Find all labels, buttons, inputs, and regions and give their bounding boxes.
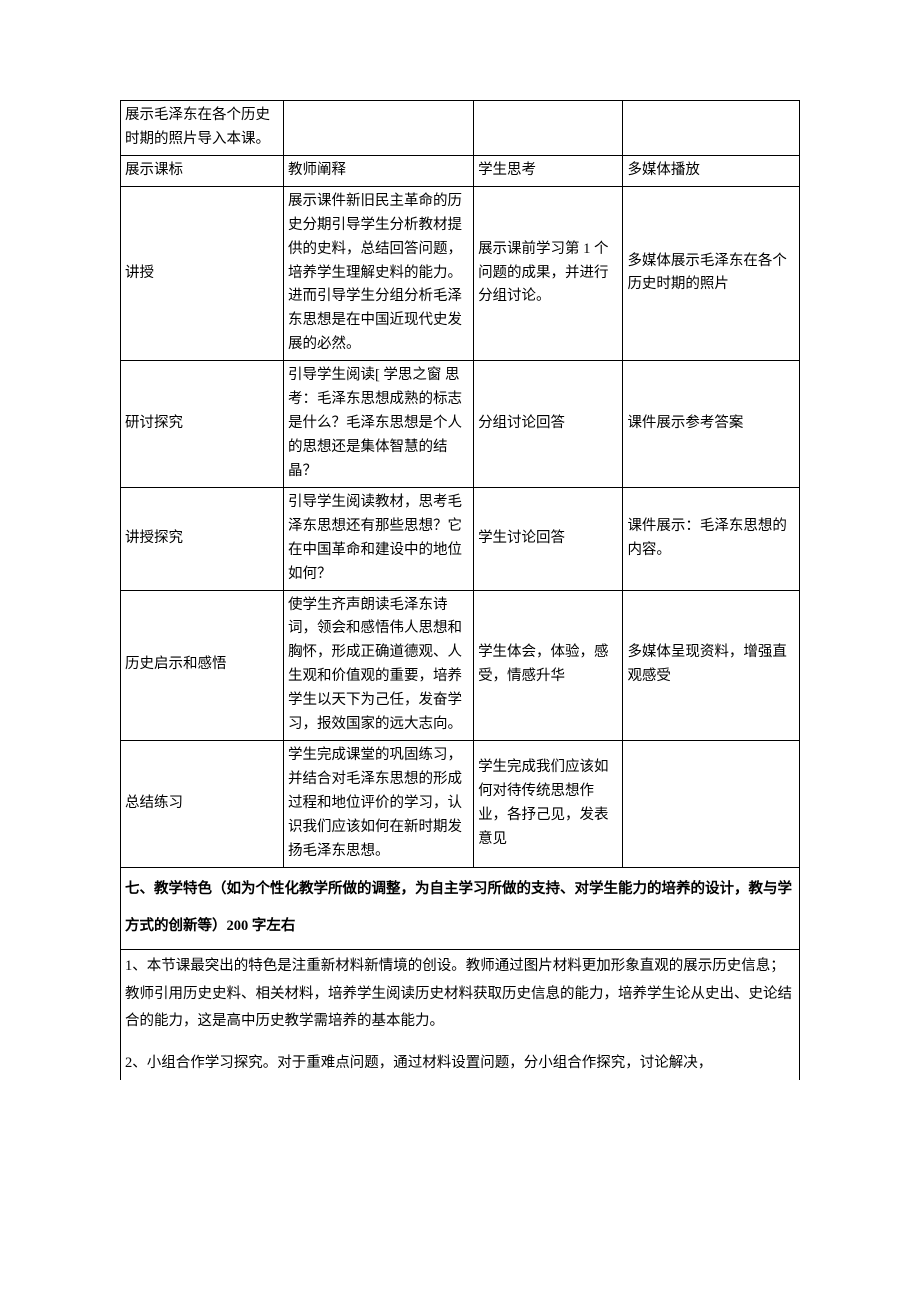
cell-student-activity: 学生体会，体验，感受，情感升华 <box>474 590 623 741</box>
cell-teacher-activity: 引导学生阅读教材，思考毛泽东思想还有那些思想？它在中国革命和建设中的地位如何？ <box>283 487 473 590</box>
cell-empty <box>474 101 623 156</box>
cell-teacher-activity: 引导学生阅读[ 学思之窗 思考：毛泽东思想成熟的标志是什么？毛泽东思想是个人的思… <box>283 361 473 488</box>
table-row: 讲授探究 引导学生阅读教材，思考毛泽东思想还有那些思想？它在中国革命和建设中的地… <box>121 487 800 590</box>
cell-empty <box>283 101 473 156</box>
cell-stage: 总结练习 <box>121 741 284 868</box>
cell-intro: 展示毛泽东在各个历史时期的照片导入本课。 <box>121 101 284 156</box>
section-7-para2: 2、小组合作学习探究。对于重难点问题，通过材料设置问题，分小组合作探究，讨论解决… <box>125 1050 795 1078</box>
cell-student-activity: 学生讨论回答 <box>474 487 623 590</box>
section-7-body-row: 1、本节课最突出的特色是注重新材料新情境的创设。教师通过图片材料更加形象直观的展… <box>121 950 800 1081</box>
cell-student: 学生思考 <box>474 155 623 186</box>
cell-media-activity: 课件展示参考答案 <box>623 361 800 488</box>
lesson-table: 展示毛泽东在各个历史时期的照片导入本课。 展示课标 教师阐释 学生思考 多媒体播… <box>120 100 800 1080</box>
section-7-heading-row: 七、教学特色（如为个性化教学所做的调整，为自主学习所做的支持、对学生能力的培养的… <box>121 867 800 949</box>
cell-teacher-activity: 学生完成课堂的巩固练习，并结合对毛泽东思想的形成过程和地位评价的学习，认识我们应… <box>283 741 473 868</box>
table-row: 讲授 展示课件新旧民主革命的历史分期引导学生分析教材提供的史料，总结回答问题，培… <box>121 186 800 360</box>
cell-stage: 历史启示和感悟 <box>121 590 284 741</box>
cell-empty <box>623 101 800 156</box>
table-row: 总结练习 学生完成课堂的巩固练习，并结合对毛泽东思想的形成过程和地位评价的学习，… <box>121 741 800 868</box>
cell-student-activity: 学生完成我们应该如何对待传统思想作业，各抒己见，发表意见 <box>474 741 623 868</box>
cell-teacher-activity: 使学生齐声朗读毛泽东诗词，领会和感悟伟人思想和胸怀，形成正确道德观、人生观和价值… <box>283 590 473 741</box>
cell-teacher-activity: 展示课件新旧民主革命的历史分期引导学生分析教材提供的史料，总结回答问题，培养学生… <box>283 186 473 360</box>
cell-media-activity: 多媒体呈现资料，增强直观感受 <box>623 590 800 741</box>
cell-student-activity: 分组讨论回答 <box>474 361 623 488</box>
cell-media: 多媒体播放 <box>623 155 800 186</box>
cell-student-activity: 展示课前学习第 1 个问题的成果，并进行分组讨论。 <box>474 186 623 360</box>
cell-media-activity: 课件展示：毛泽东思想的内容。 <box>623 487 800 590</box>
table-row: 历史启示和感悟 使学生齐声朗读毛泽东诗词，领会和感悟伟人思想和胸怀，形成正确道德… <box>121 590 800 741</box>
cell-stage: 讲授探究 <box>121 487 284 590</box>
table-row: 展示毛泽东在各个历史时期的照片导入本课。 <box>121 101 800 156</box>
table-row: 展示课标 教师阐释 学生思考 多媒体播放 <box>121 155 800 186</box>
section-7-body: 1、本节课最突出的特色是注重新材料新情境的创设。教师通过图片材料更加形象直观的展… <box>121 950 800 1081</box>
table-row: 研讨探究 引导学生阅读[ 学思之窗 思考：毛泽东思想成熟的标志是什么？毛泽东思想… <box>121 361 800 488</box>
section-7-para1: 1、本节课最突出的特色是注重新材料新情境的创设。教师通过图片材料更加形象直观的展… <box>125 953 795 1036</box>
cell-media-activity <box>623 741 800 868</box>
section-7-heading: 七、教学特色（如为个性化教学所做的调整，为自主学习所做的支持、对学生能力的培养的… <box>121 867 800 949</box>
cell-stage: 讲授 <box>121 186 284 360</box>
cell-teacher: 教师阐释 <box>283 155 473 186</box>
cell-kebiao: 展示课标 <box>121 155 284 186</box>
cell-stage: 研讨探究 <box>121 361 284 488</box>
cell-media-activity: 多媒体展示毛泽东在各个历史时期的照片 <box>623 186 800 360</box>
